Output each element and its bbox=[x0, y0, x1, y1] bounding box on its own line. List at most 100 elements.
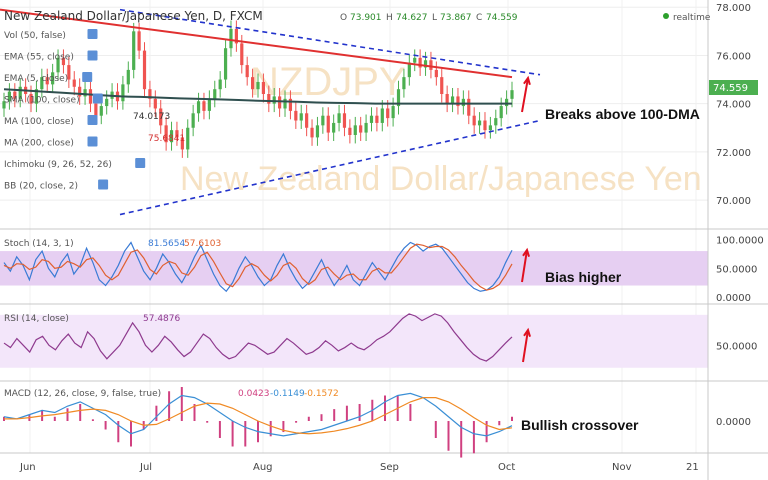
candle-body bbox=[359, 125, 363, 133]
rsi-line bbox=[3, 313, 513, 362]
price-tick-label: 76.000 bbox=[716, 51, 751, 62]
candle-body bbox=[337, 113, 341, 123]
macd-signal-line bbox=[4, 397, 513, 435]
indicator-legend-item: MA (100, close) bbox=[4, 117, 74, 127]
candle-body bbox=[364, 122, 368, 133]
time-tick-label: Aug bbox=[253, 462, 273, 473]
rsi-value: 57.4876 bbox=[143, 314, 180, 324]
candle-body bbox=[191, 113, 195, 128]
candle-body bbox=[418, 57, 422, 68]
stoch-up-arrow-icon-head bbox=[522, 247, 530, 257]
candle-body bbox=[510, 90, 514, 99]
svg-text:H: H bbox=[386, 13, 393, 23]
candle-body bbox=[105, 98, 109, 107]
indicator-legend-item: MA (200, close) bbox=[4, 139, 74, 149]
ma100-line bbox=[3, 88, 512, 105]
candle-body bbox=[94, 103, 98, 116]
triangle-upper-line bbox=[119, 8, 541, 76]
price-tick-label: 72.000 bbox=[716, 148, 751, 159]
macd-hist-value: 0.0423 bbox=[238, 389, 270, 399]
annotation-bullish-crossover: Bullish crossover bbox=[521, 417, 639, 433]
macd-signal-value: -0.1572 bbox=[304, 389, 339, 399]
candle-body bbox=[440, 77, 444, 95]
candle-body bbox=[413, 57, 417, 63]
visibility-toggle-icon bbox=[87, 136, 98, 147]
candle-body bbox=[380, 108, 384, 123]
candle-body bbox=[456, 96, 460, 107]
candle-body bbox=[386, 108, 390, 119]
realtime-dot-icon bbox=[663, 13, 669, 19]
ohlc-low: 73.867 bbox=[440, 13, 472, 23]
candle-body bbox=[180, 137, 184, 150]
series-layer bbox=[0, 8, 541, 458]
candle-body bbox=[153, 98, 157, 109]
candle-body bbox=[234, 28, 238, 44]
candle-body bbox=[332, 122, 336, 133]
candle-body bbox=[423, 60, 428, 68]
candle-body bbox=[267, 94, 271, 104]
price-tick-label: 78.000 bbox=[716, 3, 751, 14]
time-tick-label: Jun bbox=[19, 462, 36, 473]
candle-body bbox=[229, 28, 233, 49]
stoch-tick-label: 0.0000 bbox=[716, 293, 751, 304]
stoch-up-arrow-icon bbox=[521, 249, 528, 283]
candle-body bbox=[29, 94, 33, 104]
visibility-toggle-icon bbox=[82, 72, 93, 82]
realtime-label: realtime bbox=[673, 13, 711, 23]
candle-body bbox=[142, 50, 147, 90]
candle-body bbox=[310, 127, 314, 138]
candle-body bbox=[272, 96, 276, 104]
candle-body bbox=[461, 98, 465, 107]
candle-body bbox=[429, 60, 433, 70]
visibility-toggle-icon bbox=[98, 179, 109, 190]
resistance-trendline bbox=[0, 8, 513, 79]
indicator-legend-item: EMA (5, close) bbox=[4, 74, 68, 84]
candle-body bbox=[45, 77, 49, 85]
candle-body bbox=[99, 106, 103, 116]
candle-body bbox=[51, 72, 55, 85]
stoch-d-value: 57.6103 bbox=[184, 239, 221, 249]
candle-body bbox=[2, 101, 6, 109]
rsi-up-arrow-icon bbox=[522, 329, 529, 363]
candle-body bbox=[315, 125, 320, 138]
macd-tick-label: 0.0000 bbox=[716, 417, 751, 428]
candle-body bbox=[256, 81, 260, 90]
candle-body bbox=[164, 125, 168, 143]
candle-body bbox=[294, 110, 298, 121]
ohlc-open: 73.901 bbox=[350, 13, 382, 23]
indicator-legend-item: Vol (50, false) bbox=[4, 31, 66, 41]
candle-body bbox=[499, 106, 503, 119]
indicator-legend: Vol (50, false) EMA (55, close) EMA (5, cl… bbox=[4, 29, 146, 192]
ohlc-close: 74.559 bbox=[486, 13, 518, 23]
candle-body bbox=[207, 98, 211, 111]
candle-body bbox=[40, 77, 44, 90]
stoch-tick-label: 50.0000 bbox=[716, 264, 757, 275]
candle-body bbox=[88, 89, 93, 104]
candle-body bbox=[132, 31, 136, 70]
candle-body bbox=[450, 96, 455, 104]
candle-body bbox=[126, 69, 130, 85]
rsi-label: RSI (14, close) bbox=[4, 314, 69, 324]
candle-body bbox=[148, 89, 152, 99]
candle-body bbox=[391, 106, 395, 119]
candle-body bbox=[240, 43, 244, 66]
candle-body bbox=[83, 89, 87, 97]
candle-body bbox=[250, 77, 255, 90]
grid-lines bbox=[0, 0, 708, 453]
stoch-tick-label: 100.0000 bbox=[716, 236, 764, 247]
time-tick-label: 21 bbox=[686, 462, 699, 473]
ma200-value: 75.6841 bbox=[148, 134, 185, 144]
ohlc-readout: O 73.901 H 74.627 L 73.867 C 74.559 bbox=[340, 13, 518, 23]
candle-body bbox=[407, 62, 411, 78]
watermark-name: New Zealand Dollar/Japanese Yen bbox=[180, 160, 702, 198]
visibility-toggle-icon bbox=[92, 93, 103, 104]
price-up-arrow-icon-head bbox=[523, 75, 531, 86]
candle-body bbox=[488, 125, 492, 131]
macd-line bbox=[3, 392, 513, 437]
candle-body bbox=[13, 91, 17, 99]
candle-body bbox=[186, 127, 190, 150]
price-tick-label: 70.000 bbox=[716, 196, 751, 207]
time-tick-label: Sep bbox=[380, 462, 399, 473]
candle-body bbox=[472, 115, 476, 126]
